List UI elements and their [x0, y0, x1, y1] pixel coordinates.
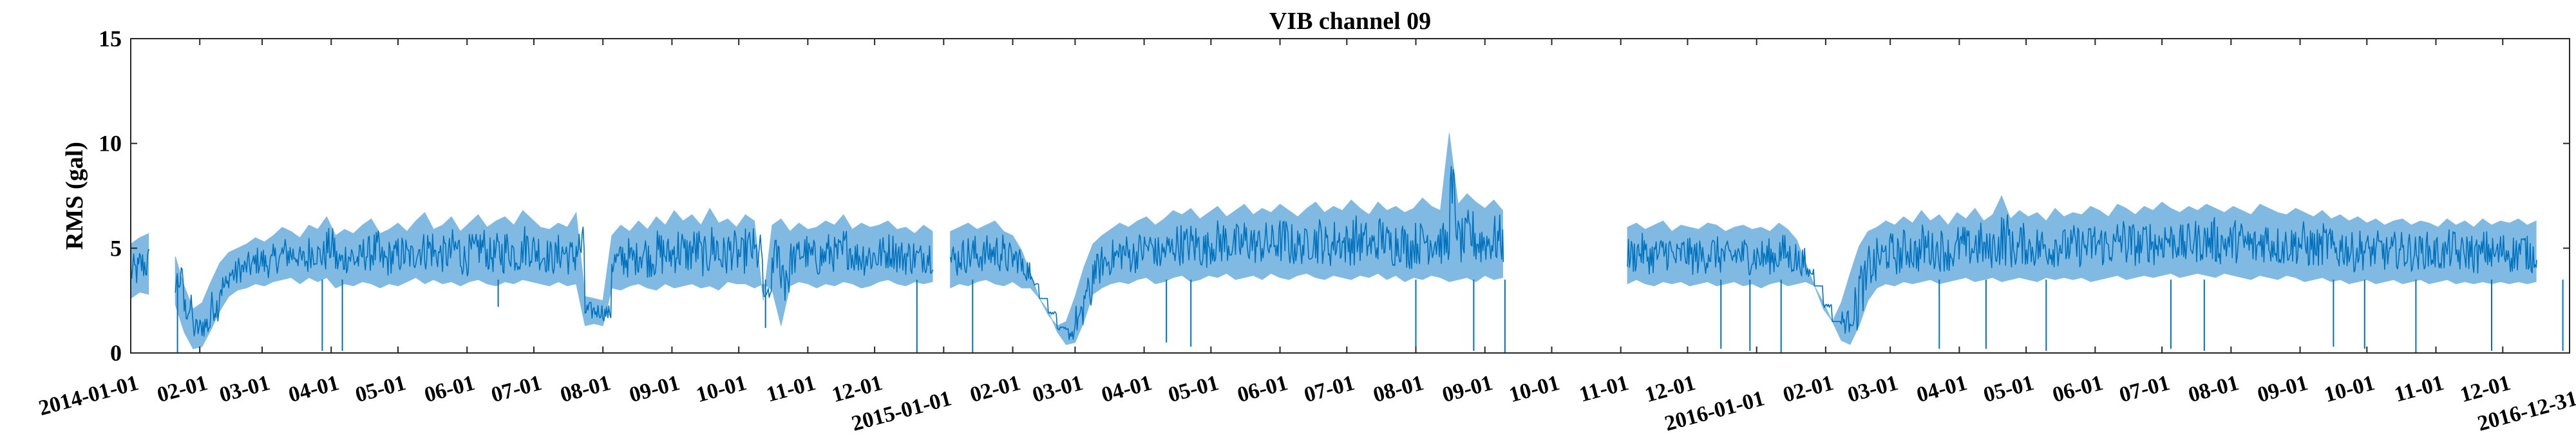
- x-tick-label: 11-01: [2392, 371, 2446, 407]
- series-line: [949, 166, 1504, 341]
- x-tick-label: 04-01: [1099, 371, 1154, 407]
- x-tick-label: 12-01: [2458, 371, 2513, 407]
- x-tick-label: 11-01: [1577, 371, 1631, 407]
- x-tick-label: 09-01: [1440, 371, 1495, 407]
- x-tick-label: 06-01: [1235, 371, 1290, 407]
- y-tick-label: 10: [99, 131, 122, 157]
- x-tick-label: 04-01: [1914, 371, 1969, 407]
- x-tick-label: 02-01: [155, 371, 210, 407]
- x-tick-label: 06-01: [422, 371, 477, 407]
- axes-frame: [130, 38, 2570, 354]
- series-line: [175, 226, 934, 337]
- series-line: [1627, 214, 2537, 334]
- x-tick-label: 03-01: [217, 371, 272, 407]
- x-tick-label: 05-01: [1166, 371, 1221, 407]
- x-tick-label: 02-01: [1781, 371, 1836, 407]
- y-tick-label: 0: [110, 340, 122, 366]
- x-tick-label: 07-01: [1302, 371, 1357, 407]
- series-envelope: [130, 233, 149, 300]
- x-tick-label: 05-01: [353, 371, 408, 407]
- x-tick-label: 08-01: [2186, 371, 2241, 407]
- x-tick-label: 2014-01-01: [36, 371, 141, 421]
- x-tick-label: 03-01: [1845, 371, 1900, 407]
- x-tick-label: 02-01: [967, 371, 1023, 407]
- y-tick-label: 5: [110, 235, 122, 261]
- x-tick-label: 09-01: [627, 371, 682, 407]
- series-envelope: [175, 207, 933, 350]
- x-tick-label: 05-01: [1981, 371, 2036, 407]
- x-tick-label: 08-01: [1370, 371, 1426, 407]
- x-tick-label: 06-01: [2050, 371, 2105, 407]
- plot-area: [130, 133, 2564, 353]
- x-tick-label: 07-01: [489, 371, 544, 407]
- x-tick-label: 12-01: [1642, 371, 1698, 407]
- y-tick-label: 15: [99, 26, 122, 52]
- x-tick-label: 04-01: [286, 371, 341, 407]
- x-tick-label: 09-01: [2255, 371, 2310, 407]
- x-tick-label: 08-01: [558, 371, 613, 407]
- x-tick-label: 12-01: [829, 371, 885, 407]
- x-tick-label: 07-01: [2117, 371, 2172, 407]
- x-tick-label: 10-01: [694, 371, 749, 407]
- x-tick-label: 03-01: [1030, 371, 1085, 407]
- y-axis: 0 5 10 15: [99, 26, 2570, 366]
- y-axis-label: RMS (gal): [61, 142, 88, 250]
- chart-title: VIB channel 09: [1269, 8, 1431, 35]
- series-line: [130, 249, 150, 283]
- x-tick-label: 11-01: [764, 371, 818, 407]
- x-tick-label: 10-01: [2322, 371, 2377, 407]
- series-envelope: [1627, 195, 2537, 345]
- x-tick-label: 10-01: [1506, 371, 1562, 407]
